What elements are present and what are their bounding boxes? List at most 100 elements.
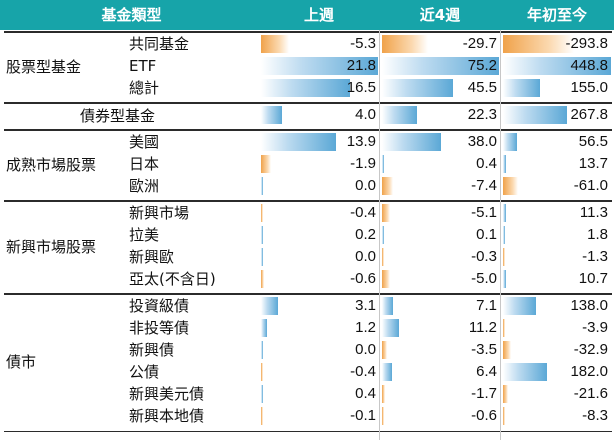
value-text: 11.2 xyxy=(468,319,497,336)
table-row: 公債 -0.4 6.4 182.0 xyxy=(0,361,614,383)
value-bar xyxy=(261,204,263,222)
value-bar xyxy=(503,248,505,266)
value-text: 0.1 xyxy=(476,226,497,243)
cell-last-4-weeks: -5.0 xyxy=(382,268,500,290)
group-label: 債市 xyxy=(6,353,37,371)
value-bar xyxy=(503,363,547,381)
column-divider xyxy=(500,30,501,440)
value-text: 13.9 xyxy=(346,133,376,150)
table-row: ETF 21.8 75.2 448.8 xyxy=(0,55,614,77)
value-bar xyxy=(382,79,453,97)
value-bar xyxy=(261,79,350,97)
value-bar xyxy=(382,407,384,425)
value-text: 13.7 xyxy=(578,155,608,172)
value-text: 75.2 xyxy=(467,57,497,74)
cell-ytd: 138.0 xyxy=(503,295,611,317)
table-row: 非投等債 1.2 11.2 -3.9 xyxy=(0,317,614,339)
value-text: -293.8 xyxy=(565,35,608,52)
cell-last-week: 0.0 xyxy=(261,175,379,197)
row-label: ETF xyxy=(129,57,157,75)
value-text: -5.0 xyxy=(471,270,497,287)
row-label: 新興歐 xyxy=(129,248,175,266)
group-label: 股票型基金 xyxy=(6,58,82,76)
cell-ytd: 182.0 xyxy=(503,361,611,383)
value-bar xyxy=(261,270,264,288)
row-label: 拉美 xyxy=(129,226,160,244)
value-text: 11.3 xyxy=(579,204,608,221)
row-label: 非投等債 xyxy=(129,319,190,337)
value-bar xyxy=(382,385,385,403)
cell-last-week: -1.9 xyxy=(261,153,379,175)
value-text: 0.4 xyxy=(355,385,376,402)
cell-last-4-weeks: -3.5 xyxy=(382,339,500,361)
row-label: 新興美元債 xyxy=(129,385,205,403)
row-label: 總計 xyxy=(129,79,160,97)
table-row: 美國 13.9 38.0 56.5 xyxy=(0,131,614,153)
value-bar xyxy=(382,177,393,195)
header-ytd: 年初至今 xyxy=(526,6,587,24)
value-bar xyxy=(382,204,390,222)
table-row: 拉美 0.2 0.1 1.8 xyxy=(0,224,614,246)
value-bar xyxy=(503,270,506,288)
cell-ytd: -8.3 xyxy=(503,405,611,427)
cell-last-week: 3.1 xyxy=(261,295,379,317)
value-text: -3.9 xyxy=(582,319,608,336)
cell-last-week: 1.2 xyxy=(261,317,379,339)
cell-last-4-weeks: -0.6 xyxy=(382,405,500,427)
value-text: 21.8 xyxy=(346,57,376,74)
cell-last-week: -5.3 xyxy=(261,33,379,55)
value-bar xyxy=(382,133,441,151)
column-divider xyxy=(379,30,380,440)
value-bar xyxy=(261,363,263,381)
value-bar xyxy=(382,363,392,381)
cell-last-week: 0.2 xyxy=(261,224,379,246)
value-text: -8.3 xyxy=(582,407,608,424)
value-bar xyxy=(261,155,271,173)
value-text: 138.0 xyxy=(570,297,608,314)
cell-last-week: -0.4 xyxy=(261,202,379,224)
cell-last-week: -0.4 xyxy=(261,361,379,383)
value-bar xyxy=(382,297,393,315)
cell-last-week: -0.1 xyxy=(261,405,379,427)
value-text: 7.1 xyxy=(476,297,497,314)
value-bar xyxy=(382,57,499,75)
value-bar xyxy=(503,106,567,124)
cell-ytd: -32.9 xyxy=(503,339,611,361)
value-text: 0.0 xyxy=(355,177,376,194)
value-bar xyxy=(261,133,336,151)
value-text: -0.3 xyxy=(471,248,497,265)
header-category: 基金類型 xyxy=(101,6,162,24)
cell-last-4-weeks: 7.1 xyxy=(382,295,500,317)
value-bar xyxy=(261,341,263,359)
value-text: 0.2 xyxy=(355,226,376,243)
cell-last-week: 21.8 xyxy=(261,55,379,77)
value-bar xyxy=(382,155,384,173)
value-text: -1.3 xyxy=(582,248,608,265)
cell-ytd: -21.6 xyxy=(503,383,611,405)
value-text: 38.0 xyxy=(467,133,497,150)
value-text: 155.0 xyxy=(570,79,608,96)
cell-last-4-weeks: -0.3 xyxy=(382,246,500,268)
group-4 xyxy=(4,293,612,432)
cell-ytd: 11.3 xyxy=(503,202,611,224)
value-bar xyxy=(503,385,508,403)
cell-ytd: -61.0 xyxy=(503,175,611,197)
value-bar xyxy=(382,319,399,337)
row-label: 公債 xyxy=(129,363,160,381)
table-header: 基金類型 上週 近4週 年初至今 xyxy=(0,0,614,30)
row-label: 亞太(不含日) xyxy=(129,270,216,288)
table-row: 新興本地債 -0.1 -0.6 -8.3 xyxy=(0,405,614,427)
cell-ytd: 56.5 xyxy=(503,131,611,153)
value-text: 56.5 xyxy=(578,133,608,150)
value-text: -0.6 xyxy=(350,270,376,287)
header-last-week: 上週 xyxy=(303,6,334,24)
value-text: -0.4 xyxy=(350,204,376,221)
value-bar xyxy=(382,226,384,244)
table-row: 新興歐 0.0 -0.3 -1.3 xyxy=(0,246,614,268)
cell-ytd: -1.3 xyxy=(503,246,611,268)
cell-ytd: 13.7 xyxy=(503,153,611,175)
value-text: 4.0 xyxy=(355,106,376,123)
cell-last-4-weeks: 38.0 xyxy=(382,131,500,153)
table-row: 投資級債 3.1 7.1 138.0 xyxy=(0,295,614,317)
